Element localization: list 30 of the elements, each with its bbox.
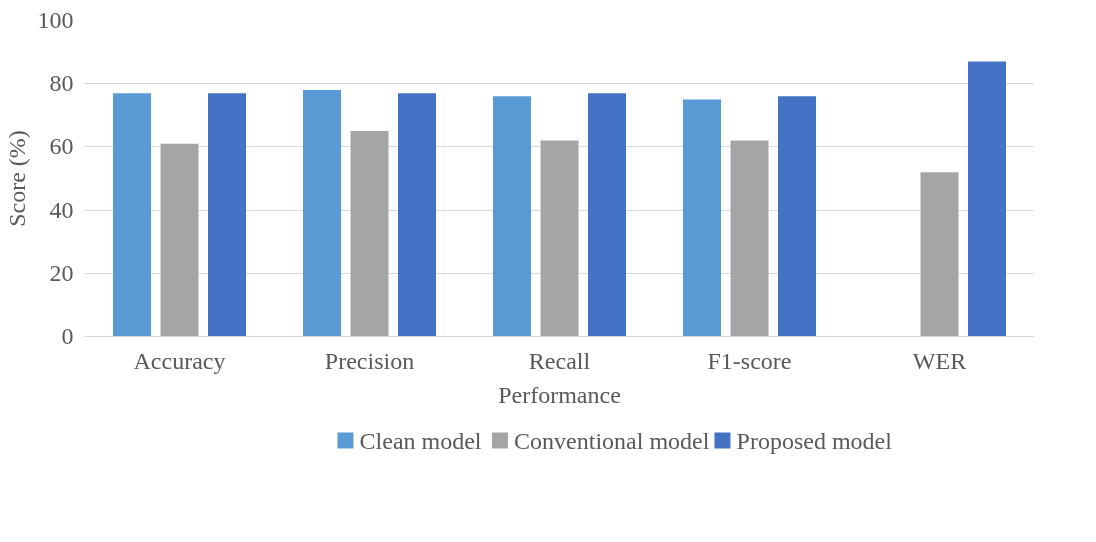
- x-tick-label: F1-score: [707, 347, 792, 374]
- bar: [350, 131, 389, 337]
- bar: [683, 99, 721, 337]
- y-tick-label: 40: [49, 196, 74, 223]
- x-tick-label: WER: [912, 347, 967, 374]
- bar: [398, 93, 436, 337]
- bar: [303, 90, 341, 337]
- legend-label: Proposed model: [736, 427, 893, 454]
- y-tick-label: 20: [49, 259, 74, 286]
- bar: [588, 93, 626, 337]
- bar: [920, 172, 959, 337]
- bar: [208, 93, 246, 337]
- x-tick-label: Recall: [528, 347, 591, 374]
- x-axis-title: Performance: [498, 381, 621, 408]
- y-tick-label: 80: [49, 70, 74, 97]
- bar: [113, 93, 151, 337]
- legend-label: Conventional model: [514, 427, 710, 454]
- bar: [160, 143, 199, 337]
- y-tick-label: 60: [49, 133, 74, 160]
- bar: [778, 96, 816, 337]
- x-tick-label: Accuracy: [133, 347, 226, 374]
- bar: [493, 96, 531, 337]
- bar: [730, 140, 769, 337]
- x-tick-label: Precision: [324, 347, 415, 374]
- bar: [540, 140, 579, 337]
- y-axis-title: Score (%): [3, 130, 30, 227]
- bar: [968, 61, 1006, 337]
- y-tick-label: 100: [37, 7, 74, 33]
- legend-label: Clean model: [359, 427, 482, 454]
- y-tick-label: 0: [61, 323, 74, 349]
